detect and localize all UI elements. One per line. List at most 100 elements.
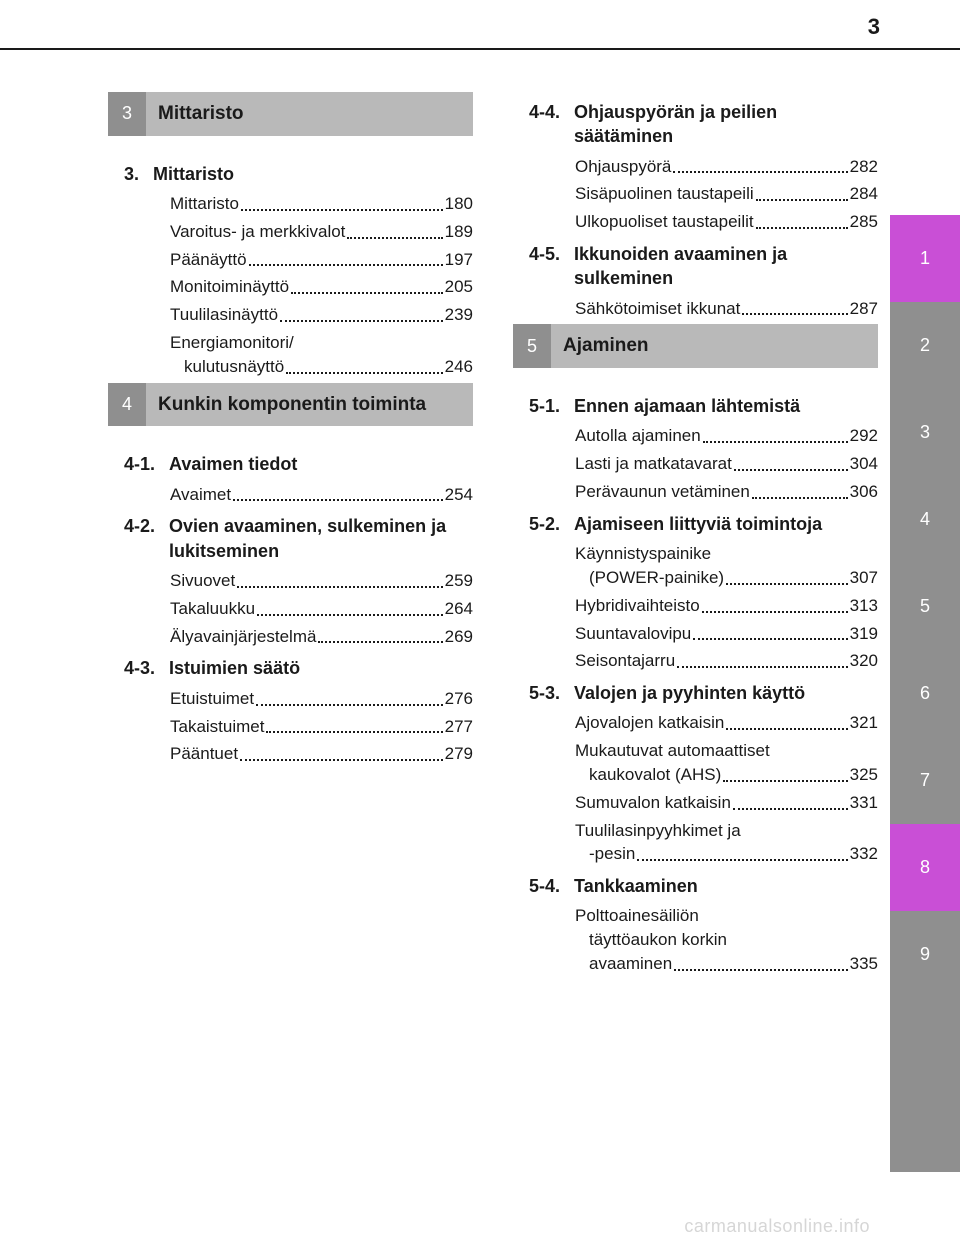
- section-index: 5-4.: [529, 874, 560, 898]
- toc-leader-dots: [742, 313, 847, 315]
- toc-entry-row: kulutusnäyttö246: [170, 355, 473, 379]
- section-title: 4-1.Avaimen tiedot: [124, 452, 473, 476]
- toc-entry[interactable]: Tuulilasinäyttö239: [170, 303, 473, 327]
- section-index: 4-2.: [124, 514, 155, 563]
- toc-entry-page: 282: [850, 155, 878, 179]
- section-index: 5-3.: [529, 681, 560, 705]
- toc-entry-page: 197: [445, 248, 473, 272]
- toc-entry-page: 276: [445, 687, 473, 711]
- toc-entry-label: (POWER-painike): [575, 566, 724, 590]
- toc-entry-label: Takaluukku: [170, 597, 255, 621]
- toc-entry[interactable]: Pääntuet279: [170, 742, 473, 766]
- toc-entry-label: Sumuvalon katkaisin: [575, 791, 731, 815]
- side-tab-1[interactable]: 1: [890, 215, 960, 302]
- toc-entry-page: 331: [850, 791, 878, 815]
- toc-entry[interactable]: Takaistuimet277: [170, 715, 473, 739]
- section-index: 3.: [124, 162, 139, 186]
- toc-entry[interactable]: Päänäyttö197: [170, 248, 473, 272]
- toc-entry-row: Hybridivaihteisto313: [575, 594, 878, 618]
- toc-entry-row: Suuntavalovipu319: [575, 622, 878, 646]
- toc-entry[interactable]: Ajovalojen katkaisin321: [575, 711, 878, 735]
- side-tab-2[interactable]: 2: [890, 302, 960, 389]
- section-title: 5-4. Tankkaaminen: [529, 874, 878, 898]
- toc-entry-line: täyttöaukon korkin: [575, 928, 878, 952]
- toc-entry[interactable]: Lasti ja matkatavarat304: [575, 452, 878, 476]
- toc-entry-label: Sisäpuolinen taustapeili: [575, 182, 754, 206]
- toc-entry[interactable]: Sähkötoimiset ikkunat287: [575, 297, 878, 321]
- toc-entry-label: avaaminen: [575, 952, 672, 976]
- toc-leader-dots: [241, 209, 443, 211]
- toc-entry[interactable]: Älyavainjärjestelmä269: [170, 625, 473, 649]
- toc-leader-dots: [347, 237, 442, 239]
- toc-entry-page: 321: [850, 711, 878, 735]
- toc-leader-dots: [637, 859, 847, 861]
- toc-entry-label: Ohjauspyörä: [575, 155, 671, 179]
- side-tab-7[interactable]: 7: [890, 737, 960, 824]
- toc-leader-dots: [233, 499, 443, 501]
- toc-leader-dots: [280, 320, 443, 322]
- side-tab-4[interactable]: 4: [890, 476, 960, 563]
- toc-entry-label: Varoitus- ja merkkivalot: [170, 220, 345, 244]
- toc-entry[interactable]: Hybridivaihteisto313: [575, 594, 878, 618]
- toc-entry-page: 306: [850, 480, 878, 504]
- side-tab-blank[interactable]: [890, 1085, 960, 1172]
- toc-leader-dots: [240, 759, 443, 761]
- toc-entry-label: Sähkötoimiset ikkunat: [575, 297, 740, 321]
- toc-entry[interactable]: Avaimet254: [170, 483, 473, 507]
- side-tab-5[interactable]: 5: [890, 563, 960, 650]
- toc-entry[interactable]: Seisontajarru 320: [575, 649, 878, 673]
- toc-leader-dots: [756, 199, 848, 201]
- section-index: 4-5.: [529, 242, 560, 291]
- section-index: 4-1.: [124, 452, 155, 476]
- toc-leader-dots: [256, 704, 443, 706]
- toc-entry[interactable]: Monitoiminäyttö205: [170, 275, 473, 299]
- toc-entry-page: 319: [850, 622, 878, 646]
- toc-entry[interactable]: Autolla ajaminen292: [575, 424, 878, 448]
- toc-leader-dots: [266, 731, 442, 733]
- toc-entry[interactable]: Sumuvalon katkaisin 331: [575, 791, 878, 815]
- toc-entry-row: Lasti ja matkatavarat304: [575, 452, 878, 476]
- toc-entry[interactable]: Käynnistyspainike(POWER-painike)307: [575, 542, 878, 590]
- toc-leader-dots: [249, 264, 443, 266]
- toc-entry[interactable]: Sivuovet259: [170, 569, 473, 593]
- side-tab-3[interactable]: 3: [890, 389, 960, 476]
- side-tab-6[interactable]: 6: [890, 650, 960, 737]
- toc-leader-dots: [733, 808, 848, 810]
- side-tab-8[interactable]: 8: [890, 824, 960, 911]
- content-columns: 3Mittaristo3.MittaristoMittaristo180Varo…: [108, 92, 880, 980]
- toc-entry[interactable]: Etuistuimet276: [170, 687, 473, 711]
- toc-entry-label: Perävaunun vetäminen: [575, 480, 750, 504]
- toc-entry[interactable]: Takaluukku264: [170, 597, 473, 621]
- toc-leader-dots: [674, 969, 847, 971]
- toc-entry[interactable]: Varoitus- ja merkkivalot189: [170, 220, 473, 244]
- side-tab-blank[interactable]: [890, 998, 960, 1085]
- toc-entry-page: 284: [850, 182, 878, 206]
- toc-entry-page: 180: [445, 192, 473, 216]
- section-text: Tankkaaminen: [574, 874, 878, 898]
- toc-entry[interactable]: Mukautuvat automaattisetkaukovalot (AHS)…: [575, 739, 878, 787]
- toc-entry-line: Käynnistyspainike: [575, 542, 878, 566]
- toc-entry-label: Seisontajarru: [575, 649, 675, 673]
- toc-entry[interactable]: Sisäpuolinen taustapeili 284: [575, 182, 878, 206]
- toc-entry[interactable]: Mittaristo180: [170, 192, 473, 216]
- toc-leader-dots: [734, 469, 848, 471]
- toc-entry-line: Mukautuvat automaattiset: [575, 739, 878, 763]
- toc-entry[interactable]: Energiamonitori/kulutusnäyttö246: [170, 331, 473, 379]
- toc-entry-page: 269: [445, 625, 473, 649]
- toc-entry[interactable]: Tuulilasinpyyhkimet ja-pesin332: [575, 819, 878, 867]
- toc-entry[interactable]: Perävaunun vetäminen 306: [575, 480, 878, 504]
- toc-entry-page: 320: [850, 649, 878, 673]
- toc-entry[interactable]: Ulkopuoliset taustapeilit285: [575, 210, 878, 234]
- toc-entry[interactable]: Polttoainesäiliöntäyttöaukon korkinavaam…: [575, 904, 878, 975]
- toc-entry-label: Lasti ja matkatavarat: [575, 452, 732, 476]
- section-text: Mittaristo: [153, 162, 473, 186]
- toc-entry[interactable]: Ohjauspyörä 282: [575, 155, 878, 179]
- left-column: 3Mittaristo3.MittaristoMittaristo180Varo…: [108, 92, 473, 980]
- chapter-number: 5: [513, 324, 551, 368]
- toc-entry-row: Sivuovet259: [170, 569, 473, 593]
- toc-entry[interactable]: Suuntavalovipu319: [575, 622, 878, 646]
- toc-entry-page: 239: [445, 303, 473, 327]
- chapter-title: Mittaristo: [146, 92, 473, 136]
- toc-leader-dots: [291, 292, 443, 294]
- side-tab-9[interactable]: 9: [890, 911, 960, 998]
